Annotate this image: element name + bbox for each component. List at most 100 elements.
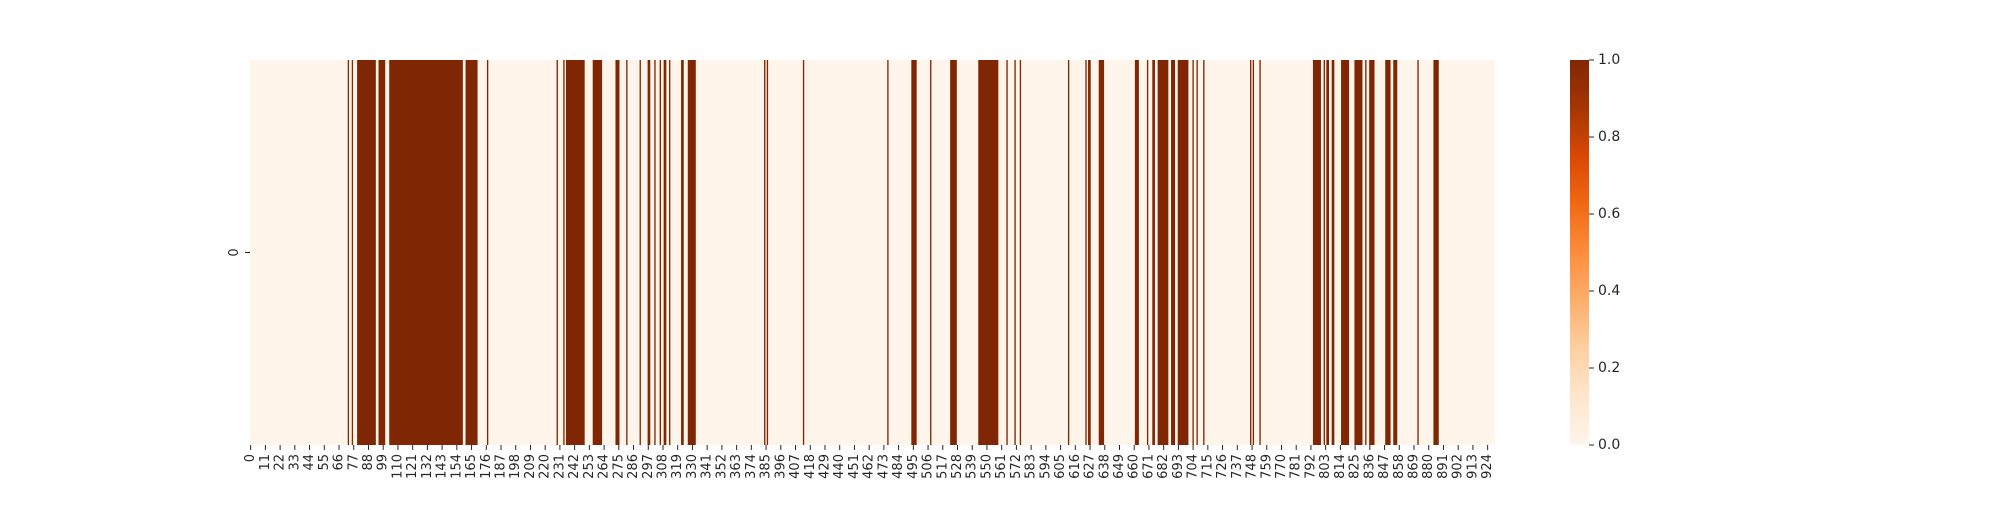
heatmap-cell-run-10 [592,60,603,445]
x-tick-label-825: 825 [1348,454,1363,479]
x-tick-label-165: 165 [464,454,479,479]
heatmap-cell-run-11 [615,60,620,445]
x-tick-label-572: 572 [1009,454,1024,479]
x-tick-label-693: 693 [1171,454,1186,479]
x-tick-label-616: 616 [1068,454,1083,479]
x-tick-label-880: 880 [1421,454,1436,479]
heatmap-cell-run-9 [565,60,585,445]
x-tick-label-605: 605 [1053,454,1068,479]
heatmap-cell-run-42 [1192,60,1194,445]
x-tick-label-737: 737 [1230,454,1245,479]
x-tick-label-803: 803 [1318,454,1333,479]
x-tick-label-682: 682 [1156,454,1171,479]
heatmap-cell-run-29 [1006,60,1008,445]
x-axis: 0 11 22 33 44 55 66 77 88 99 110 121 132 143 154 165 176… [243,445,1495,479]
x-tick-label-242: 242 [567,454,582,479]
heatmap-cell-run-52 [1341,60,1350,445]
x-tick-label-253: 253 [582,454,597,479]
x-tick-label-715: 715 [1200,454,1215,479]
x-tick-label-154: 154 [449,454,464,479]
x-tick-label-506: 506 [921,454,936,479]
x-tick-label-44: 44 [302,454,317,471]
x-tick-label-132: 132 [420,454,435,479]
x-tick-label-297: 297 [641,454,656,479]
colorbar-tick-label-0.6: 0.6 [1598,206,1620,222]
heatmap-cell-run-57 [1393,60,1398,445]
x-tick-label-396: 396 [773,454,788,479]
heatmap-cell-run-13 [639,60,641,445]
x-tick-label-869: 869 [1407,454,1422,479]
x-tick-label-275: 275 [611,454,626,479]
x-tick-label-11: 11 [258,454,273,471]
x-tick-label-814: 814 [1333,454,1348,479]
x-tick-label-55: 55 [317,454,332,471]
heatmap-cell-run-21 [764,60,766,445]
heatmap-cell-run-5 [465,60,478,445]
y-axis: 0 [227,248,250,257]
heatmap-cell-run-35 [1098,60,1105,445]
x-tick-label-781: 781 [1289,454,1304,479]
colorbar-tick-label-0.2: 0.2 [1598,360,1620,376]
x-tick-label-209: 209 [523,454,538,479]
heatmap-cell-run-48 [1312,60,1321,445]
x-tick-label-176: 176 [479,454,494,479]
x-tick-label-99: 99 [376,454,391,471]
heatmap-cell-run-7 [556,60,558,445]
heatmap-cell-run-46 [1252,60,1255,445]
x-tick-label-0: 0 [243,454,258,462]
x-tick-label-462: 462 [862,454,877,479]
heatmap-cell-run-19 [681,60,684,445]
heatmap-cell-run-58 [1417,60,1419,445]
heatmap-cell-run-28 [978,60,999,445]
x-tick-label-264: 264 [597,454,612,479]
x-tick-label-638: 638 [1097,454,1112,479]
x-tick-label-198: 198 [508,454,523,479]
x-tick-label-407: 407 [788,454,803,479]
x-tick-label-649: 649 [1112,454,1127,479]
x-tick-label-539: 539 [965,454,980,479]
heatmap-cell-run-38 [1152,60,1155,445]
colorbar-tick-label-0.8: 0.8 [1598,129,1620,145]
x-tick-label-451: 451 [847,454,862,479]
x-tick-label-792: 792 [1303,454,1318,479]
heatmap-cells [347,60,1439,445]
x-tick-label-484: 484 [891,454,906,479]
x-tick-label-627: 627 [1083,454,1098,479]
x-tick-label-66: 66 [332,454,347,471]
x-tick-label-858: 858 [1392,454,1407,479]
colorbar [1570,60,1589,445]
x-tick-label-187: 187 [494,454,509,479]
x-tick-label-924: 924 [1480,454,1495,479]
heatmap-cell-run-39 [1157,60,1169,445]
heatmap-cell-run-43 [1196,60,1198,445]
x-tick-label-352: 352 [714,454,729,479]
x-tick-label-418: 418 [803,454,818,479]
colorbar-axis: 0.0 0.2 0.4 0.6 0.8 1.0 [1589,52,1620,453]
heatmap-cell-run-3 [378,60,386,445]
heatmap-cell-run-2 [357,60,376,445]
heatmap-cell-run-16 [659,60,661,445]
heatmap-cell-run-32 [1067,60,1070,445]
heatmap-cell-run-26 [930,60,932,445]
x-tick-label-88: 88 [361,454,376,471]
heatmap-cell-run-23 [802,60,805,445]
x-tick-label-583: 583 [1024,454,1039,479]
x-tick-label-561: 561 [994,454,1009,479]
x-tick-label-77: 77 [346,454,361,471]
x-tick-label-473: 473 [876,454,891,479]
heatmap-cell-run-17 [663,60,667,445]
x-tick-label-836: 836 [1362,454,1377,479]
x-tick-label-330: 330 [685,454,700,479]
x-tick-label-660: 660 [1127,454,1142,479]
x-tick-label-429: 429 [817,454,832,479]
heatmap-cell-run-50 [1326,60,1329,445]
heatmap-cell-run-47 [1259,60,1261,445]
heatmap-cell-run-6 [486,60,489,445]
heatmap-cell-run-51 [1331,60,1335,445]
x-tick-label-286: 286 [626,454,641,479]
heatmap-cell-run-8 [563,60,565,445]
x-tick-label-440: 440 [832,454,847,479]
heatmap-cell-run-45 [1250,60,1252,445]
x-tick-label-231: 231 [552,454,567,479]
heatmap-cell-run-15 [654,60,656,445]
